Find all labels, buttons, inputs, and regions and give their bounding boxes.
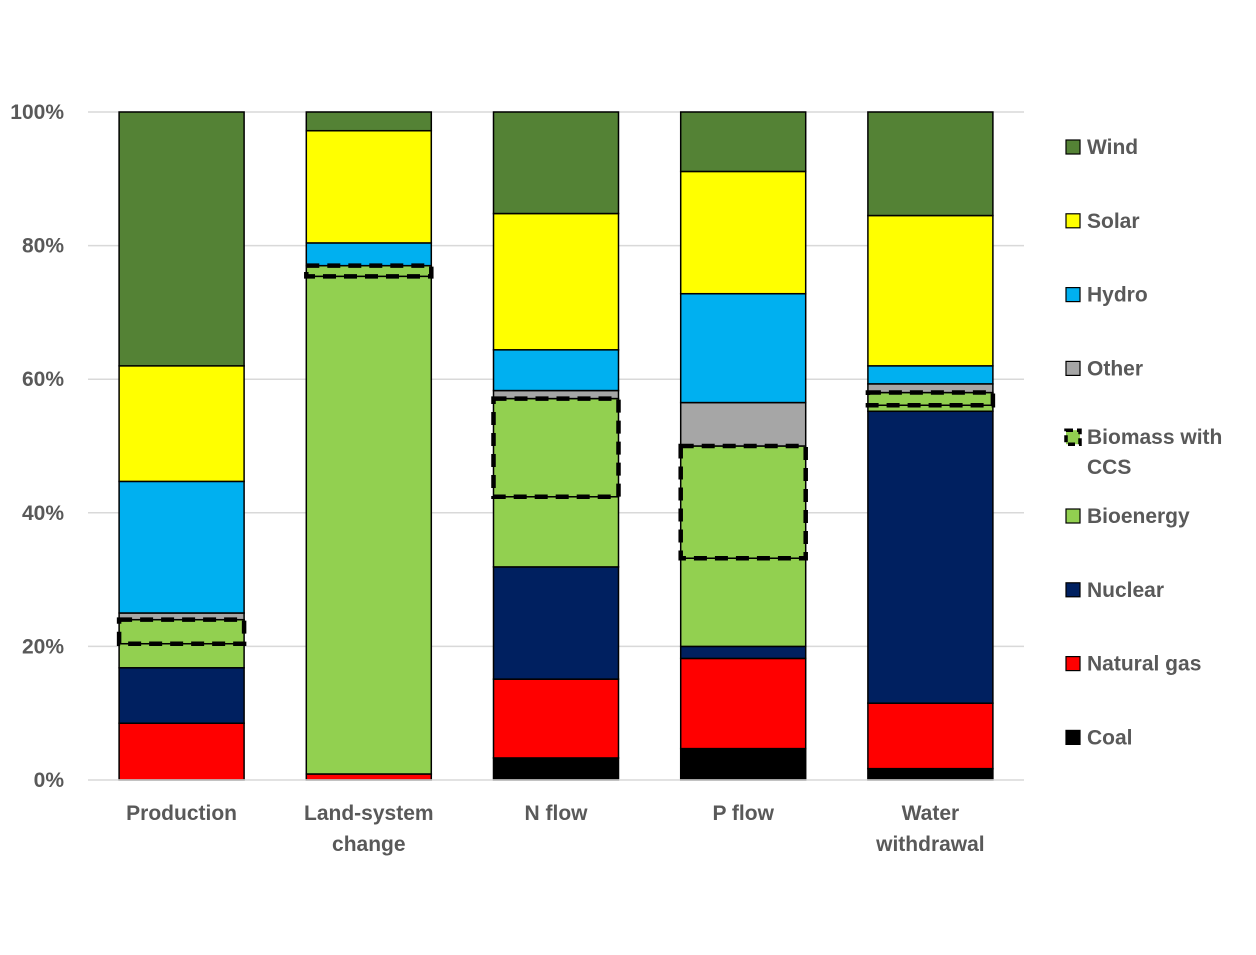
x-tick-label: N flow [525,802,589,825]
legend-item-hydro: Hydro [1065,284,1148,307]
bar-segment-natural-gas [492,678,620,759]
legend-item-bioenergy: Bioenergy [1065,505,1190,528]
bar-segment-solar [118,365,245,483]
bar-segment-natural-gas [867,702,994,770]
legend-swatch [1065,508,1081,524]
y-tick-label: 40% [22,502,64,525]
bar-segment-bioenergy [492,496,620,568]
legend-label: Bioenergy [1087,505,1190,528]
bar-segment-hydro [118,480,245,614]
legend: Wind Solar Hydro Other Biomass with CCS Bioene… [1064,136,1222,749]
bar-segment-bioenergy [679,557,807,648]
bar-segment-hydro [867,365,994,385]
bar-segment-biomass-with-ccs [679,445,807,559]
legend-label: Solar [1087,210,1140,233]
legend-item-coal: Coal [1065,726,1133,749]
bar-segment-nuclear [867,410,994,704]
bar-segment-ccs-outline [304,263,434,279]
legend-swatch [1065,655,1081,672]
bar-segment-solar [679,170,807,295]
y-tick-label: 0% [34,769,65,792]
legend-item-other: Other [1065,357,1143,380]
bar-segment-wind [867,111,994,217]
bar-segment-wind [118,111,245,367]
bar-segment-solar [305,129,433,244]
legend-swatch [1064,428,1082,446]
bar-segment-biomass-with-ccs [492,397,620,498]
legend-item-natural-gas: Natural gas [1065,653,1201,676]
x-tick-label: Production [126,802,237,825]
legend-label: Coal [1087,726,1133,749]
legend-swatch [1065,729,1081,746]
legend-item-biomass-with-ccs: Biomass with CCS [1064,426,1222,479]
bar-segment-natural-gas [118,722,245,781]
bar-segment-coal [867,767,994,781]
bar-segment-solar [867,214,994,367]
bar-segment-ccs-outline [678,443,808,561]
y-tick-label: 60% [22,368,64,391]
y-axis: 0% 20% 40% 60% 80% 100% [10,101,64,792]
legend-label: Hydro [1087,284,1148,307]
bar-segment-ccs-outline [491,396,621,500]
bar-segment-hydro [305,242,433,267]
legend-label: Biomass with CCS [1087,426,1222,479]
bar-segment-hydro [679,292,807,404]
bar-segment-nuclear [679,645,807,660]
bar-segment-natural-gas [305,773,433,781]
legend-label: Natural gas [1087,653,1201,676]
legend-label: Wind [1087,136,1138,159]
bar-segment-ccs-outline [865,390,996,408]
bars [116,111,996,781]
bar-segment-bioenergy [305,275,433,775]
bar-segment-bioenergy [118,642,245,669]
legend-item-solar: Solar [1065,210,1140,233]
bar-segment-ccs-outline [116,617,247,646]
legend-swatch [1065,360,1081,376]
bar-segment-solar [492,212,620,351]
bar-segment-nuclear [492,566,620,680]
bar-segment-nuclear [118,667,245,724]
legend-swatch [1065,582,1081,598]
y-tick-label: 100% [10,101,64,124]
legend-swatch [1065,287,1081,303]
bar-segment-wind [305,111,433,132]
y-tick-label: 20% [22,635,64,658]
bar-segment-other [679,401,807,447]
legend-swatch [1065,139,1081,155]
x-tick-label: P flow [712,802,774,825]
legend-label: Nuclear [1087,579,1164,602]
bar-segment-biomass-with-ccs [118,618,245,645]
legend-label: Other [1087,357,1143,380]
legend-swatch [1065,213,1081,229]
bar-segment-coal [679,747,807,781]
legend-item-wind: Wind [1065,136,1138,159]
bar-segment-natural-gas [679,657,807,750]
x-tick-label: Land-system change [304,802,434,856]
y-tick-label: 80% [22,235,64,258]
x-tick-label: Water withdrawal [875,802,985,856]
bar-segment-wind [679,111,807,173]
bar-segment-hydro [492,349,620,392]
bar-segment-wind [492,111,620,215]
x-axis: Production Land-system change N flow P flow W… [88,779,1024,856]
legend-item-nuclear: Nuclear [1065,579,1164,602]
bar-segment-coal [492,757,620,781]
